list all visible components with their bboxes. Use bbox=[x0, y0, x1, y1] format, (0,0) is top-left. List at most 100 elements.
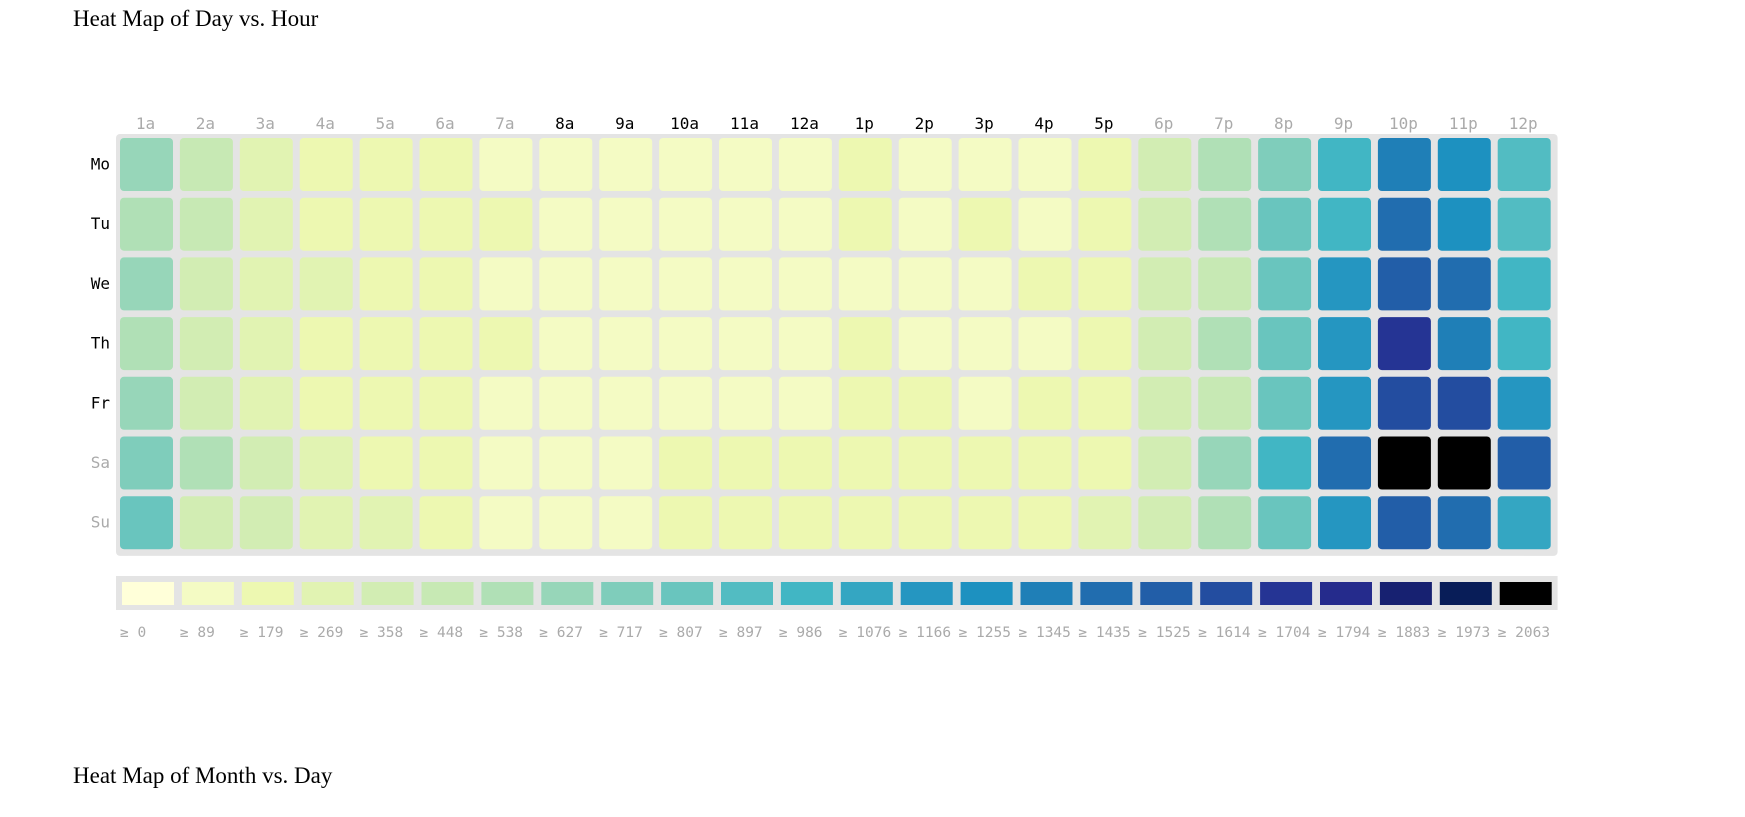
heatmap-cell bbox=[179, 436, 233, 490]
heatmap-cell bbox=[719, 317, 772, 371]
heatmap-cell bbox=[359, 317, 413, 371]
heatmap-cell bbox=[1437, 138, 1491, 191]
legend-label: ≥ 0 bbox=[120, 625, 146, 641]
heatmap-cell bbox=[898, 138, 952, 191]
heatmap-cell bbox=[599, 496, 653, 550]
heatmap-cell bbox=[1138, 138, 1192, 191]
heatmap-cell bbox=[1138, 197, 1192, 251]
legend-label: ≥ 269 bbox=[300, 625, 344, 641]
heatmap-cell bbox=[120, 197, 173, 251]
hour-label: 1a bbox=[136, 114, 155, 133]
legend-swatch bbox=[1439, 582, 1492, 605]
legend-swatch bbox=[1260, 582, 1313, 605]
legend-label: ≥ 986 bbox=[779, 625, 823, 641]
heatmap-cell bbox=[1377, 317, 1431, 371]
hour-label: 8p bbox=[1274, 114, 1293, 133]
legend-label: ≥ 807 bbox=[659, 625, 703, 641]
heatmap-cell bbox=[179, 197, 233, 251]
heatmap-cell bbox=[1018, 138, 1072, 191]
heatmap-cell bbox=[179, 317, 233, 371]
heatmap-cell bbox=[659, 197, 713, 251]
heatmap-cell bbox=[479, 197, 533, 251]
heatmap-cell bbox=[1318, 376, 1371, 430]
heatmap-cell bbox=[1078, 436, 1132, 490]
heatmap-cell bbox=[299, 138, 353, 191]
legend-swatch bbox=[541, 582, 594, 605]
heatmap-cell bbox=[239, 496, 293, 550]
heatmap-cell bbox=[659, 138, 713, 191]
heatmap-cell bbox=[1437, 496, 1491, 550]
heatmap-cell bbox=[1377, 376, 1431, 430]
heatmap-cell bbox=[179, 138, 233, 191]
heatmap-cell bbox=[1078, 197, 1132, 251]
hour-label: 7p bbox=[1214, 114, 1233, 133]
heatmap-cell bbox=[958, 317, 1012, 371]
legend-swatch bbox=[1020, 582, 1073, 605]
heatmap-cell bbox=[838, 138, 892, 191]
heatmap-cell bbox=[120, 138, 173, 191]
heatmap-cell bbox=[1198, 197, 1252, 251]
heatmap-cell bbox=[1377, 257, 1431, 311]
day-label: Tu bbox=[91, 214, 110, 233]
heatmap-cell bbox=[719, 496, 772, 550]
heatmap-cell bbox=[1497, 436, 1551, 490]
hour-label: 4a bbox=[316, 114, 335, 133]
heatmap-cell bbox=[719, 257, 772, 311]
hour-label: 11p bbox=[1449, 114, 1478, 133]
heatmap-cell bbox=[1437, 317, 1491, 371]
hour-label: 2a bbox=[196, 114, 215, 133]
legend-label: ≥ 897 bbox=[719, 625, 763, 641]
heatmap-cell bbox=[1198, 138, 1252, 191]
legend-swatch bbox=[241, 582, 294, 605]
legend-swatch bbox=[840, 582, 893, 605]
heatmap-cell bbox=[1078, 317, 1132, 371]
heatmap-cell bbox=[1497, 138, 1551, 191]
heatmap-cell bbox=[719, 376, 772, 430]
hour-label: 7a bbox=[495, 114, 514, 133]
heatmap-cell bbox=[958, 436, 1012, 490]
heatmap-cell bbox=[539, 257, 593, 311]
heatmap-cell bbox=[958, 257, 1012, 311]
legend-background bbox=[116, 576, 1558, 610]
legend-label: ≥ 1435 bbox=[1078, 625, 1130, 641]
heatmap-cell bbox=[1018, 317, 1072, 371]
heatmap-cell bbox=[1078, 376, 1132, 430]
heatmap-cell bbox=[539, 317, 593, 371]
heatmap-cell bbox=[1198, 257, 1252, 311]
hour-label: 6p bbox=[1154, 114, 1173, 133]
legend-swatch bbox=[1080, 582, 1133, 605]
heatmap-cell bbox=[1318, 496, 1371, 550]
heatmap-cell bbox=[958, 197, 1012, 251]
heatmap-cell bbox=[419, 138, 473, 191]
heatmap-cell bbox=[419, 257, 473, 311]
heatmap-cell bbox=[778, 257, 832, 311]
heatmap-cell bbox=[1018, 436, 1072, 490]
legend-swatch bbox=[721, 582, 773, 605]
heatmap-cell bbox=[1198, 496, 1252, 550]
heatmap-cell bbox=[1078, 496, 1132, 550]
hour-label: 1p bbox=[855, 114, 874, 133]
heatmap-cell bbox=[659, 376, 713, 430]
heatmap-cell bbox=[299, 317, 353, 371]
heatmap-cell bbox=[1318, 436, 1371, 490]
hour-label: 6a bbox=[435, 114, 454, 133]
heatmap-cell bbox=[479, 436, 533, 490]
legend-label: ≥ 717 bbox=[599, 625, 643, 641]
heatmap-cell bbox=[1198, 436, 1252, 490]
heatmap-cell bbox=[1377, 436, 1431, 490]
heatmap-cell bbox=[479, 376, 533, 430]
legend-swatch bbox=[1140, 582, 1193, 605]
legend-swatch bbox=[122, 582, 174, 605]
legend-label: ≥ 1883 bbox=[1378, 625, 1430, 641]
heatmap-cell bbox=[239, 436, 293, 490]
heatmap-cell bbox=[239, 257, 293, 311]
heatmap-cell bbox=[1018, 197, 1072, 251]
legend-label: ≥ 2063 bbox=[1498, 625, 1550, 641]
heatmap-cell bbox=[1318, 317, 1371, 371]
legend-label: ≥ 1973 bbox=[1438, 625, 1490, 641]
heatmap-cell bbox=[1437, 436, 1491, 490]
heatmap-cell bbox=[1318, 197, 1371, 251]
heatmap-cell bbox=[419, 436, 473, 490]
heatmap-cell bbox=[179, 496, 233, 550]
heatmap-cell bbox=[1497, 496, 1551, 550]
